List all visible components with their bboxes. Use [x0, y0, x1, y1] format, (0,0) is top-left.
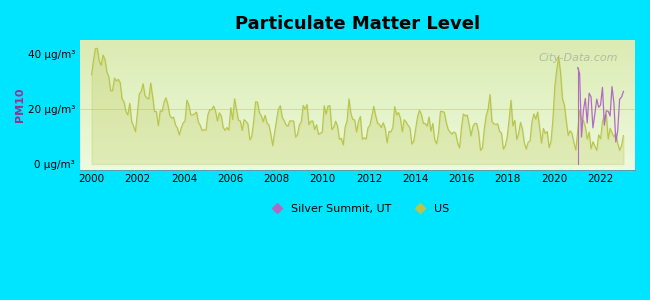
Bar	[80, 100, 635, 102]
Bar	[80, 166, 635, 168]
Bar	[80, 46, 635, 48]
Bar	[80, 76, 635, 77]
Bar	[80, 87, 635, 88]
Bar	[80, 136, 635, 137]
Bar	[80, 42, 635, 43]
Bar	[80, 150, 635, 152]
Bar	[80, 55, 635, 56]
Bar	[80, 148, 635, 150]
Text: City-Data.com: City-Data.com	[539, 53, 618, 63]
Bar	[80, 131, 635, 132]
Bar	[80, 110, 635, 111]
Bar	[80, 79, 635, 81]
Bar	[80, 64, 635, 66]
Bar	[80, 51, 635, 53]
Bar	[80, 77, 635, 79]
Bar	[80, 97, 635, 98]
Bar	[80, 58, 635, 59]
Bar	[80, 45, 635, 46]
Bar	[80, 50, 635, 51]
Bar	[80, 147, 635, 148]
Bar	[80, 157, 635, 158]
Bar	[80, 132, 635, 134]
Bar	[80, 168, 635, 170]
Bar	[80, 129, 635, 131]
Bar	[80, 105, 635, 106]
Bar	[80, 88, 635, 90]
Bar	[80, 123, 635, 124]
Bar	[80, 63, 635, 64]
Bar	[80, 43, 635, 45]
Bar	[80, 48, 635, 50]
Bar	[80, 142, 635, 144]
Bar	[80, 103, 635, 105]
Bar	[80, 69, 635, 71]
Bar	[80, 121, 635, 123]
Bar	[80, 115, 635, 116]
Bar	[80, 108, 635, 110]
Bar	[80, 145, 635, 147]
Bar	[80, 92, 635, 94]
Bar	[80, 144, 635, 145]
Bar	[80, 102, 635, 103]
Bar	[80, 137, 635, 139]
Y-axis label: PM10: PM10	[15, 88, 25, 122]
Bar	[80, 74, 635, 76]
Bar	[80, 53, 635, 55]
Bar	[80, 84, 635, 85]
Bar	[80, 158, 635, 160]
Bar	[80, 163, 635, 165]
Bar	[80, 98, 635, 100]
Bar	[80, 165, 635, 166]
Bar	[80, 126, 635, 128]
Bar	[80, 85, 635, 87]
Bar	[80, 124, 635, 126]
Bar	[80, 106, 635, 108]
Bar	[80, 82, 635, 84]
Bar	[80, 81, 635, 82]
Bar	[80, 68, 635, 69]
Bar	[80, 152, 635, 153]
Bar	[80, 139, 635, 140]
Bar	[80, 118, 635, 119]
Bar	[80, 161, 635, 163]
Bar	[80, 66, 635, 68]
Bar	[80, 94, 635, 95]
Bar	[80, 128, 635, 129]
Bar	[80, 40, 635, 42]
Bar	[80, 95, 635, 97]
Bar	[80, 140, 635, 142]
Bar	[80, 134, 635, 136]
Bar	[80, 113, 635, 115]
Bar	[80, 73, 635, 74]
Bar	[80, 153, 635, 155]
Bar	[80, 59, 635, 61]
Bar	[80, 56, 635, 58]
Bar	[80, 90, 635, 92]
Bar	[80, 116, 635, 118]
Bar	[80, 71, 635, 73]
Bar	[80, 155, 635, 157]
Bar	[80, 61, 635, 63]
Bar	[80, 119, 635, 121]
Bar	[80, 111, 635, 113]
Legend: Silver Summit, UT, US: Silver Summit, UT, US	[261, 200, 454, 218]
Title: Particulate Matter Level: Particulate Matter Level	[235, 15, 480, 33]
Bar	[80, 160, 635, 161]
